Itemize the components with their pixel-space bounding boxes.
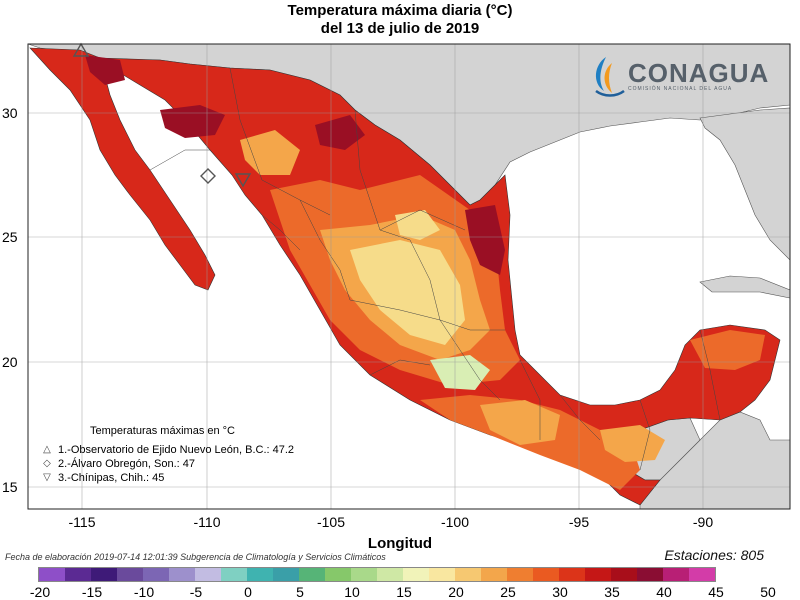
station-legend: Temperaturas máximas en °C △ 1.-Observat… [40, 425, 294, 485]
colorbar-label: 40 [656, 584, 672, 600]
colorbar-swatch [585, 568, 611, 581]
x-tick-label: -100 [440, 514, 470, 530]
x-tick-label: -110 [193, 514, 221, 530]
colorbar-swatch [507, 568, 533, 581]
hot-zone-tamaulipas [465, 205, 505, 275]
colorbar-label: 45 [708, 584, 724, 600]
colorbar-swatch [169, 568, 195, 581]
colorbar-swatch [559, 568, 585, 581]
graticule [28, 44, 790, 509]
colorbar-swatch [611, 568, 637, 581]
colorbar [38, 567, 716, 582]
colorbar-swatch [299, 568, 325, 581]
baja-california [29, 47, 216, 291]
map-frame [27, 43, 791, 510]
colorbar-swatch [65, 568, 91, 581]
warm-zone-yucatan [690, 330, 765, 370]
legend-item: △ 1.-Observatorio de Ejido Nuevo León, B… [40, 443, 294, 456]
title-line-2: del 13 de julio de 2019 [320, 20, 480, 37]
triangle-down-icon: ▽ [43, 472, 51, 483]
colorbar-label: 5 [296, 584, 304, 600]
cool-zone-chihuahua [240, 130, 300, 175]
y-tick-label: 20 [2, 354, 18, 370]
legend-item-text: 1.-Observatorio de Ejido Nuevo León, B.C… [58, 443, 295, 456]
x-tick-label: -95 [568, 514, 590, 530]
colorbar-swatch [533, 568, 559, 581]
colorbar-swatch [195, 568, 221, 581]
x-tick-label: -115 [68, 514, 96, 530]
colorbar-swatch [325, 568, 351, 581]
x-tick-label: -90 [692, 514, 714, 530]
colorbar-label: 0 [244, 584, 252, 600]
coolest-zone-ridge [395, 210, 440, 240]
legend-item: ◇ 2.-Álvaro Obregón, Son.: 47 [40, 457, 294, 470]
legend-item-text: 3.-Chínipas, Chih.: 45 [58, 471, 165, 484]
y-tick-label: 25 [2, 229, 18, 245]
conagua-logo: CONAGUA COMISIÓN NACIONAL DEL AGUA [628, 60, 769, 92]
station-marker-2 [200, 168, 216, 184]
colorbar-swatch [637, 568, 663, 581]
colorbar-swatch [455, 568, 481, 581]
colorbar-swatch [377, 568, 403, 581]
station-marker-3 [234, 173, 252, 188]
x-tick-label: -105 [316, 514, 346, 530]
colorbar-swatch [663, 568, 689, 581]
colorbar-swatch [39, 568, 65, 581]
logo-name: CONAGUA [628, 58, 770, 88]
colorbar-label: 10 [344, 584, 360, 600]
colorbar-swatch [117, 568, 143, 581]
colorbar-label: 20 [448, 584, 464, 600]
colorbar-label: 50 [760, 584, 776, 600]
colorbar-label: -15 [81, 584, 103, 600]
colorbar-label: -5 [189, 584, 203, 600]
colorbar-label: -20 [29, 584, 51, 600]
hot-zone-coahuila [315, 115, 365, 150]
florida-landmass [699, 107, 791, 261]
legend-item: ▽ 3.-Chínipas, Chih.: 45 [40, 471, 294, 484]
colorbar-swatch [273, 568, 299, 581]
stations-count: Estaciones: 805 [664, 547, 764, 563]
coolest-zone-central [350, 240, 465, 345]
legend-item-text: 2.-Álvaro Obregón, Son.: 47 [58, 457, 195, 470]
footer-credit: Fecha de elaboración 2019-07-14 12:01:39… [5, 552, 386, 562]
logo-subtitle: COMISIÓN NACIONAL DEL AGUA [628, 86, 733, 92]
x-axis-title: Longitud [367, 535, 433, 552]
colorbar-label: 30 [552, 584, 568, 600]
colorbar-swatch [143, 568, 169, 581]
colorbar-label: -10 [133, 584, 155, 600]
hot-zone-baja-north [85, 55, 125, 85]
y-tick-label: 15 [2, 479, 18, 495]
y-tick-label: 30 [2, 105, 18, 121]
station-marker-1 [72, 42, 90, 57]
colorbar-swatch [91, 568, 117, 581]
state-borders [149, 67, 721, 471]
map-title: Temperatura máxima diaria (°C) del 13 de… [0, 2, 800, 38]
triangle-up-icon: △ [43, 444, 51, 455]
colorbar-label: 35 [604, 584, 620, 600]
colorbar-swatch [689, 568, 715, 581]
legend-heading: Temperaturas máximas en °C [90, 425, 236, 437]
colorbar-swatch [221, 568, 247, 581]
coolest-zone-valley [430, 355, 490, 390]
colorbar-swatch [247, 568, 273, 581]
colorbar-label: 15 [396, 584, 412, 600]
title-line-1: Temperatura máxima diaria (°C) [287, 2, 513, 19]
colorbar-swatch [403, 568, 429, 581]
colorbar-swatch [429, 568, 455, 581]
diamond-icon: ◇ [43, 458, 51, 469]
conagua-logo-icon [595, 57, 625, 97]
colorbar-swatch [481, 568, 507, 581]
colorbar-label: 25 [500, 584, 516, 600]
colorbar-swatch [351, 568, 377, 581]
